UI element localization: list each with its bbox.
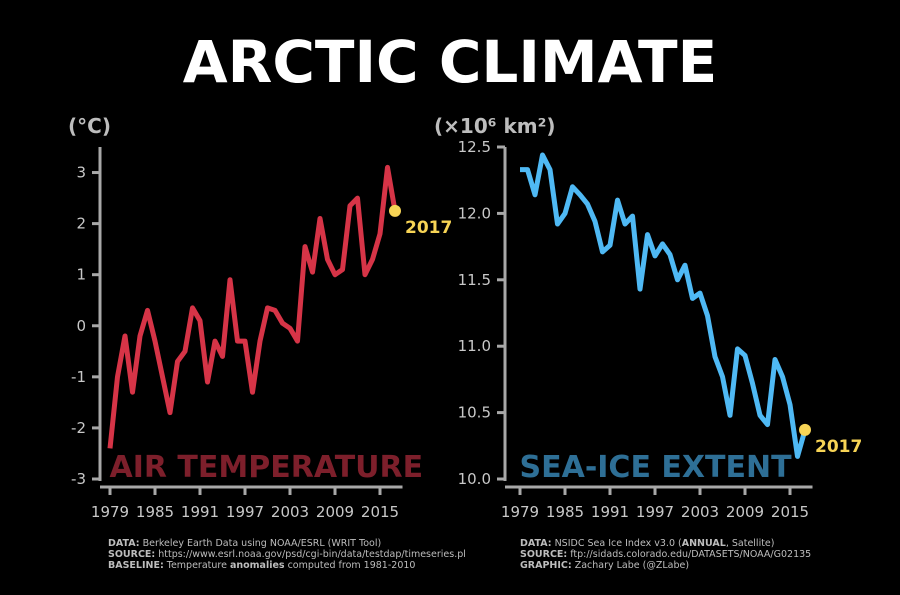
y-tick-label: 0	[76, 317, 86, 335]
note-part: BASELINE:	[108, 560, 164, 571]
highlight-label: 2017	[815, 437, 862, 457]
x-tick-label: 2003	[681, 503, 719, 521]
y-tick-label: 11.5	[458, 271, 491, 289]
y-axis-label: (°C)	[68, 114, 111, 138]
y-tick-label: 1	[76, 266, 86, 284]
y-tick-label: -2	[71, 419, 86, 437]
source-note: BASELINE: Temperature anomalies computed fr…	[108, 560, 415, 571]
x-tick-label: 2009	[316, 503, 354, 521]
y-tick-label: -3	[71, 470, 86, 488]
source-note: GRAPHIC: Zachary Labe (@ZLabe)	[520, 560, 689, 571]
x-tick-label: 1997	[226, 503, 264, 521]
x-tick-label: 1991	[181, 503, 219, 521]
x-tick-label: 2015	[771, 503, 809, 521]
panel-title: AIR TEMPERATURE	[110, 450, 424, 485]
note-part: computed from 1981-2010	[288, 560, 416, 571]
note-part: SOURCE:	[108, 549, 155, 560]
note-part: anomalies	[230, 560, 285, 571]
highlight-point	[799, 423, 811, 436]
y-tick-label: 12.5	[458, 138, 491, 156]
source-note: SOURCE: ftp://sidads.colorado.edu/DATASET…	[520, 549, 811, 560]
note-part: DATA:	[520, 538, 552, 549]
y-tick-label: 12.0	[458, 204, 491, 222]
source-note: DATA: NSIDC Sea Ice Index v3.0 (ANNUAL, S…	[520, 538, 774, 549]
note-part: https://www.esrl.noaa.gov/psd/cgi-bin/da…	[158, 549, 466, 560]
note-part: NSIDC Sea Ice Index v3.0 (	[555, 538, 682, 549]
y-tick-label: -1	[71, 368, 86, 386]
y-tick-label: 2	[76, 215, 86, 233]
note-part: SOURCE:	[520, 549, 567, 560]
x-tick-label: 1979	[501, 503, 539, 521]
y-tick-label: 10.5	[458, 404, 491, 422]
main-title: ARCTIC CLIMATE	[183, 28, 717, 96]
note-part: Berkeley Earth Data using NOAA/ESRL (WRI…	[143, 538, 382, 549]
source-note: DATA: Berkeley Earth Data using NOAA/ESRL…	[108, 538, 381, 549]
x-tick-label: 2015	[361, 503, 399, 521]
x-tick-label: 1985	[136, 503, 174, 521]
data-line	[520, 152, 808, 459]
note-part: GRAPHIC:	[520, 560, 572, 571]
note-part: ftp://sidads.colorado.edu/DATASETS/NOAA/…	[570, 549, 811, 560]
x-tick-label: 1997	[636, 503, 674, 521]
x-tick-label: 1991	[591, 503, 629, 521]
source-note: SOURCE: https://www.esrl.noaa.gov/psd/cgi…	[108, 549, 466, 560]
highlight-label: 2017	[405, 218, 452, 238]
x-tick-label: 2003	[271, 503, 309, 521]
x-tick-label: 1979	[91, 503, 129, 521]
note-part: Temperature	[166, 560, 227, 571]
y-tick-label: 11.0	[458, 337, 491, 355]
panel-title: SEA-ICE EXTENT	[520, 450, 793, 485]
note-part: DATA:	[108, 538, 140, 549]
note-part: , Satellite)	[726, 538, 775, 549]
y-axis-label: (×10⁶ km²)	[434, 114, 556, 138]
y-tick-label: 3	[76, 164, 86, 182]
data-line	[107, 164, 398, 449]
x-tick-label: 1985	[546, 503, 584, 521]
y-tick-label: 10.0	[458, 470, 491, 488]
note-part: Zachary Labe (@ZLabe)	[575, 560, 689, 571]
x-tick-label: 2009	[726, 503, 764, 521]
note-part: ANNUAL	[682, 538, 726, 549]
highlight-point	[389, 204, 401, 217]
